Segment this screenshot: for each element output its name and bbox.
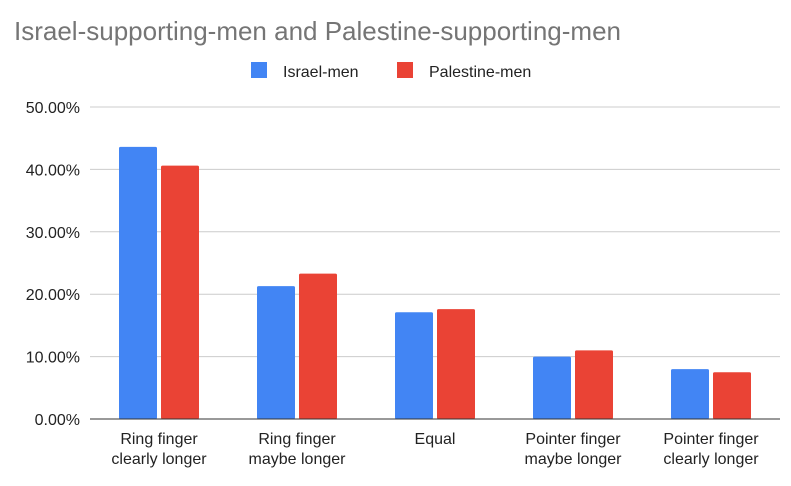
bar-palestine-men-4 — [713, 372, 751, 419]
x-tick-label: clearly longer — [663, 451, 759, 468]
legend-swatch-israel-men — [251, 62, 267, 78]
y-tick-label: 30.00% — [26, 225, 80, 242]
bar-israel-men-2 — [395, 312, 433, 419]
bar-palestine-men-1 — [299, 273, 337, 419]
y-tick-label: 20.00% — [26, 287, 80, 304]
bar-palestine-men-0 — [161, 165, 199, 419]
bar-israel-men-3 — [533, 356, 571, 419]
legend-label-israel-men: Israel-men — [283, 64, 359, 81]
y-tick-label: 10.00% — [26, 350, 80, 367]
x-tick-label: Equal — [415, 431, 456, 448]
bars — [119, 146, 751, 419]
gridlines — [90, 106, 780, 358]
y-tick-label: 40.00% — [26, 162, 80, 179]
bar-israel-men-4 — [671, 369, 709, 419]
legend: Israel-men Palestine-men — [251, 62, 531, 81]
bar-israel-men-0 — [119, 146, 157, 419]
x-tick-label: maybe longer — [249, 451, 347, 468]
x-tick-label: Ring finger — [120, 431, 198, 448]
bar-palestine-men-3 — [575, 350, 613, 419]
y-tick-label: 50.00% — [26, 100, 80, 117]
y-axis: 0.00% 10.00% 20.00% 30.00% 40.00% 50.00% — [26, 100, 80, 429]
x-axis: Ring finger clearly longer Ring finger mayb… — [90, 418, 780, 468]
x-tick-label: Pointer finger — [663, 431, 759, 448]
legend-label-palestine-men: Palestine-men — [429, 64, 531, 81]
bar-palestine-men-2 — [437, 309, 475, 419]
chart-title: Israel-supporting-men and Palestine-supp… — [14, 16, 621, 46]
x-tick-label: Ring finger — [258, 431, 336, 448]
legend-swatch-palestine-men — [397, 62, 413, 78]
x-tick-label: clearly longer — [111, 451, 207, 468]
y-tick-label: 0.00% — [35, 412, 80, 429]
bar-israel-men-1 — [257, 286, 295, 419]
x-tick-label: maybe longer — [525, 451, 623, 468]
x-tick-label: Pointer finger — [525, 431, 621, 448]
